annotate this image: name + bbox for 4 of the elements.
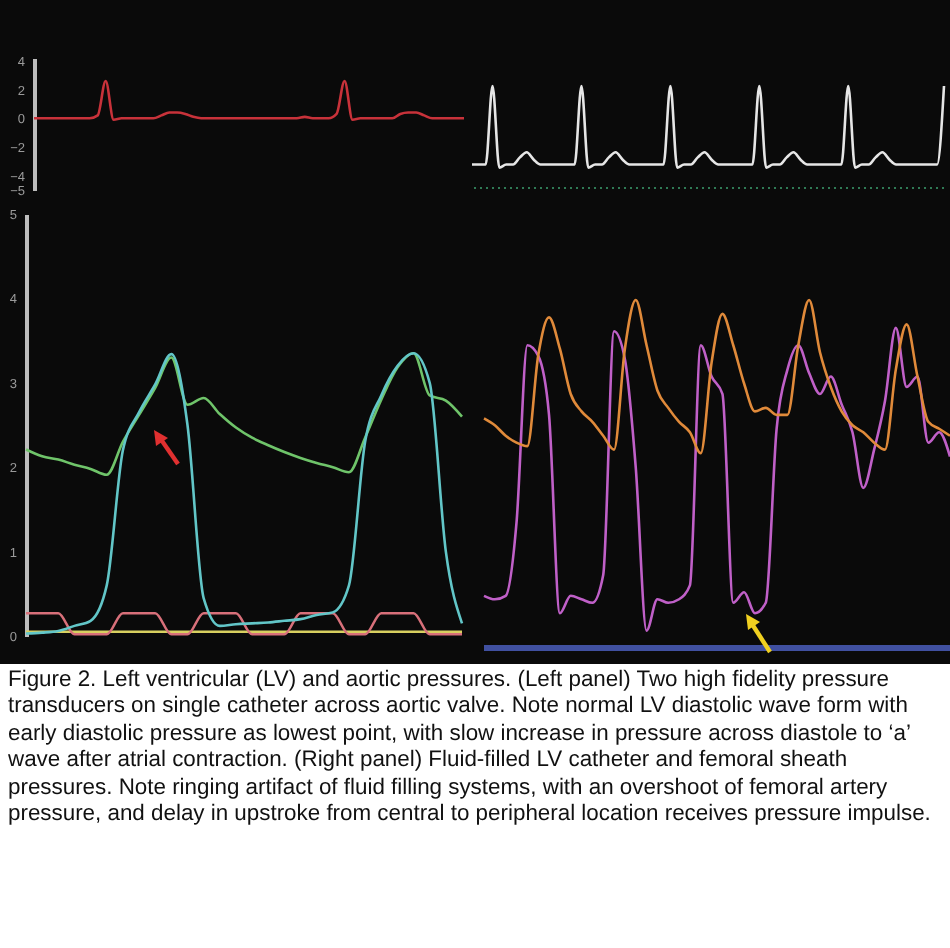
line-series (24, 351, 464, 635)
line-series (32, 79, 466, 121)
caption: Figure 2. Left ventricular (LV) and aortic pressures. (Left panel) Two high fidelity pressure transducers on single catheter across aortic valve. Note normal LV diastolic wave form with early diastolic pressure as lowest point, with slow increase in pressure across diastole to ‘a’ wave after atrial contraction. (Right panel) Fluid-filled LV catheter and femoral sheath pressures. Note ringing artifact of fluid filling systems, with an overshoot of femoral artery pressure, and delay in upstroke from central to peripheral location receives pressure impulse. (8, 668, 933, 829)
line-series (24, 351, 464, 477)
